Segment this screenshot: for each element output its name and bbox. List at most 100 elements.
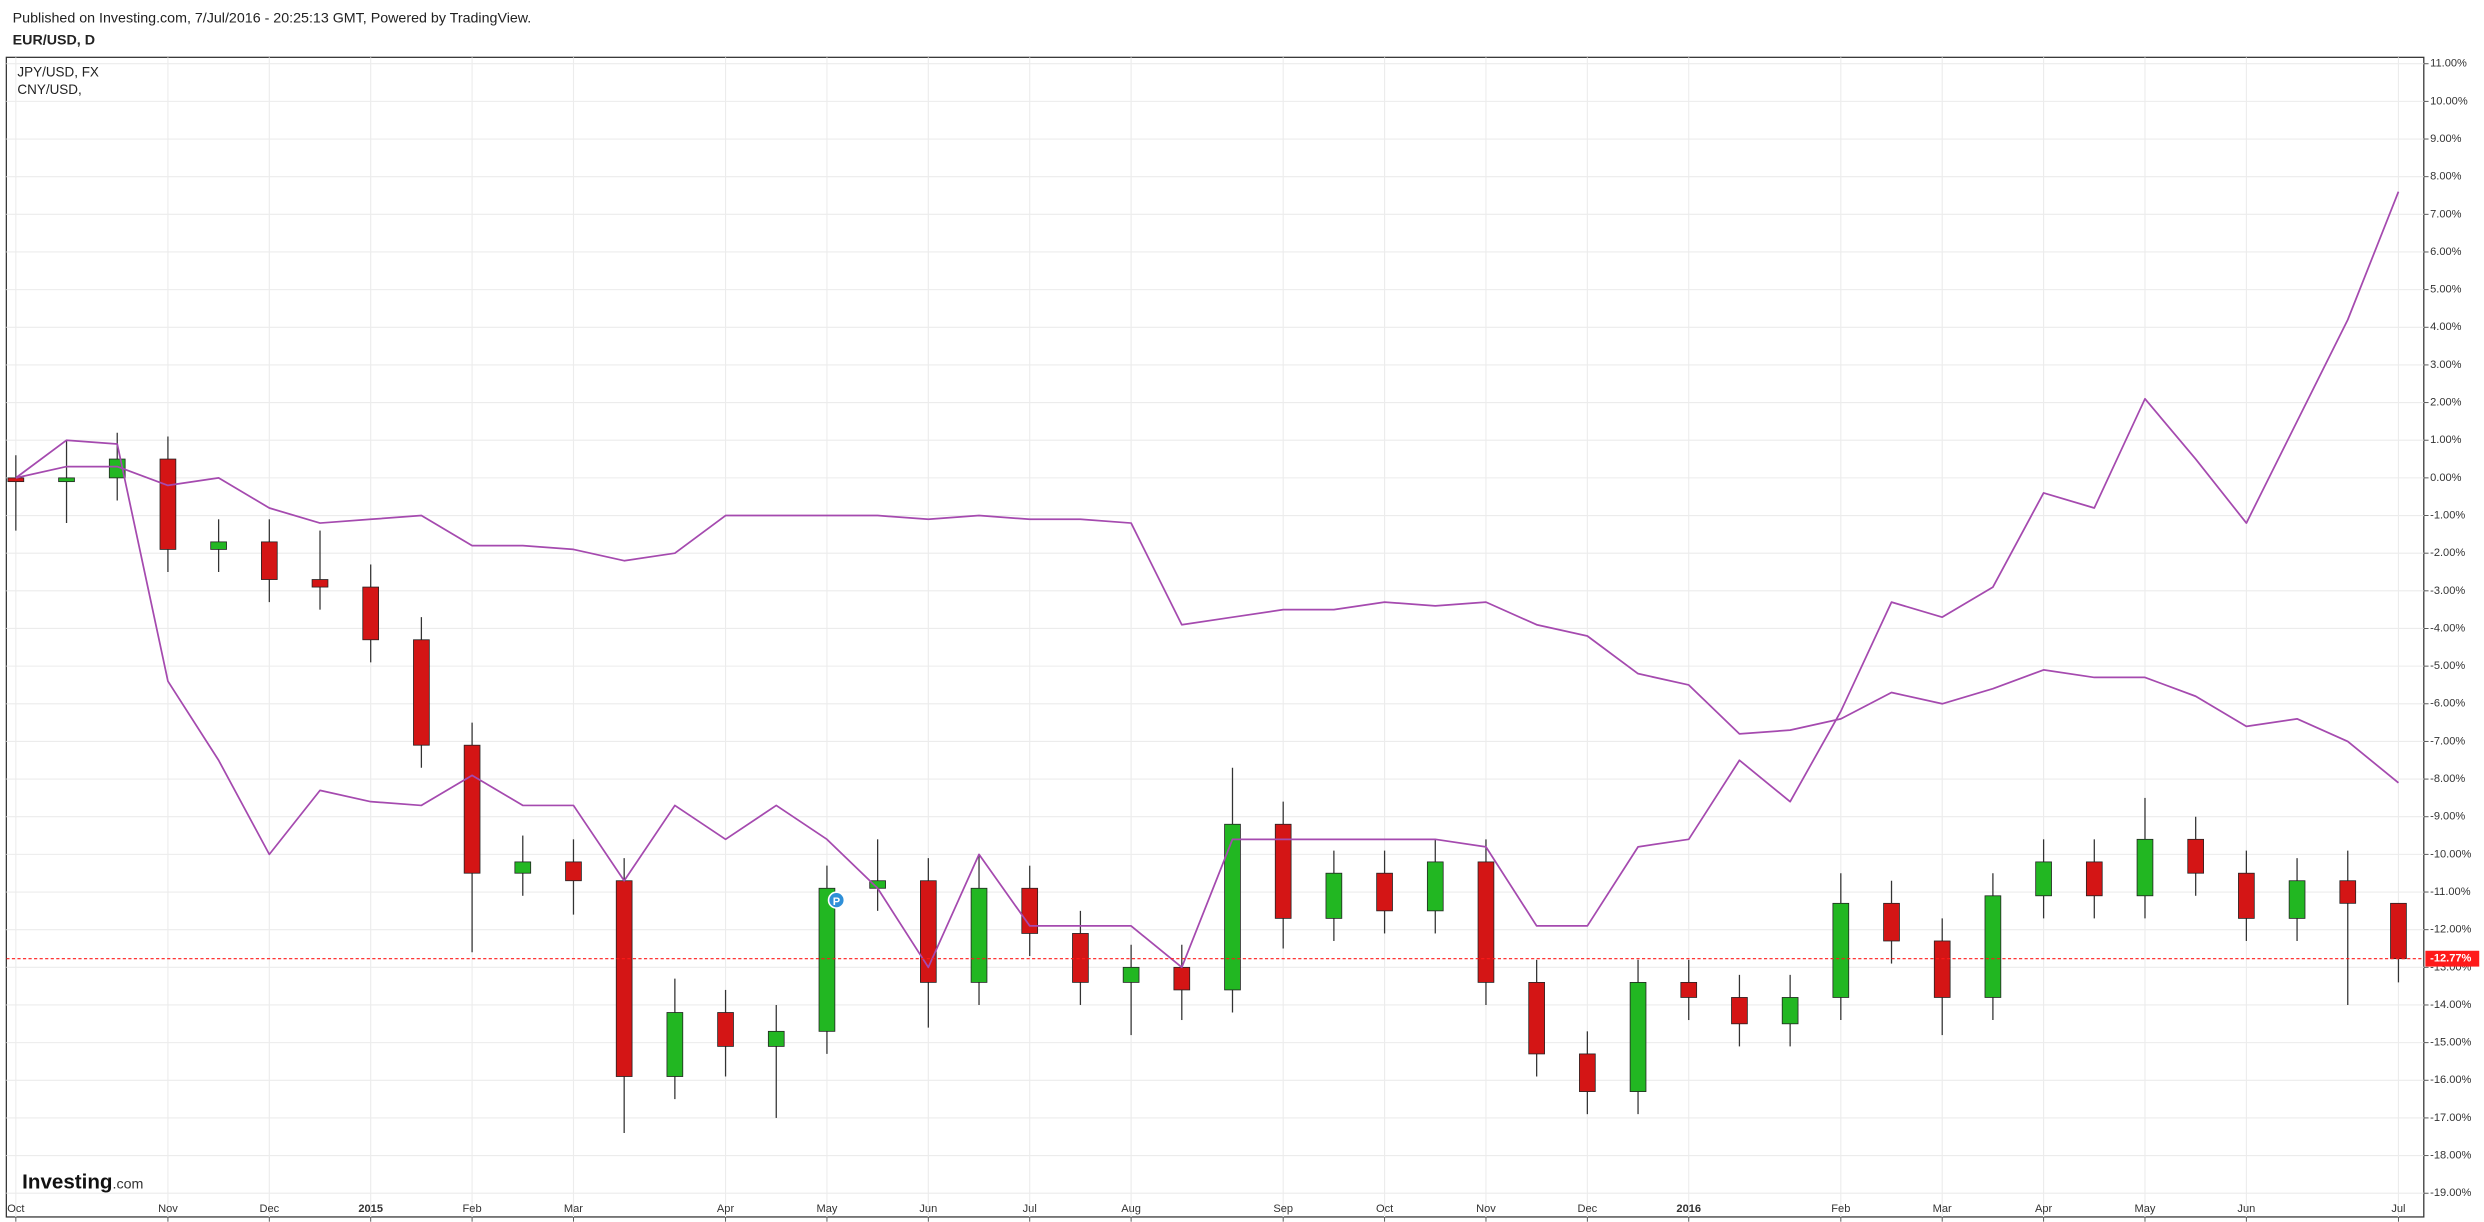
y-tick-label: 4.00%: [2430, 321, 2462, 333]
x-tick-label: Feb: [1831, 1203, 1850, 1215]
marker: P: [827, 891, 846, 909]
candle-body: [2288, 880, 2306, 919]
logo-suffix: .com: [113, 1176, 144, 1192]
current-value-box: [2425, 950, 2480, 967]
candle-body: [159, 458, 177, 550]
candle-body: [1629, 981, 1647, 1092]
x-tick-label: Jun: [2237, 1203, 2255, 1215]
y-tick-label: 0.00%: [2430, 472, 2462, 484]
chart-title: EUR/USD, D: [13, 33, 95, 49]
x-tick-label: Apr: [2035, 1203, 2053, 1215]
x-tick-label: Oct: [1376, 1203, 1393, 1215]
marker-badge: [827, 891, 846, 909]
x-tick-label: May: [816, 1203, 837, 1215]
y-tick-label: -3.00%: [2430, 585, 2465, 597]
y-tick-label: 6.00%: [2430, 246, 2462, 258]
x-tick-label: 2015: [358, 1203, 383, 1215]
source-note: Published on Investing.com, 7/Jul/2016 -…: [13, 10, 532, 26]
y-tick-label: 9.00%: [2430, 133, 2462, 145]
candle-body: [717, 1012, 734, 1047]
candle-body: [1376, 872, 1393, 912]
candle-body: [362, 586, 380, 641]
x-tick-label: Jul: [2391, 1203, 2405, 1215]
y-tick-label: 7.00%: [2430, 208, 2462, 220]
candle-body: [2187, 838, 2204, 874]
y-tick-label: -4.00%: [2430, 622, 2465, 634]
y-tick-label: 1.00%: [2430, 434, 2462, 446]
y-tick-label: -8.00%: [2430, 773, 2465, 785]
candle-body: [2238, 872, 2255, 919]
candle-body: [1224, 823, 1241, 991]
candle-body: [2390, 902, 2407, 960]
y-tick-label: 5.00%: [2430, 284, 2462, 296]
y-tick-label: -1.00%: [2430, 509, 2465, 521]
candle-body: [666, 1012, 684, 1077]
y-tick-label: -6.00%: [2430, 698, 2465, 710]
candle-body: [1832, 902, 1850, 998]
legend-entry: CNY/USD,: [17, 82, 81, 97]
y-tick-label: -7.00%: [2430, 735, 2465, 747]
x-tick-label: Dec: [1578, 1203, 1598, 1215]
y-tick-label: -12.00%: [2430, 924, 2471, 936]
candle-body: [413, 639, 430, 746]
logo: Investing.com: [22, 1170, 143, 1193]
candle-body: [767, 1030, 785, 1047]
logo-brand: Investing: [22, 1170, 112, 1193]
x-tick-label: Nov: [158, 1203, 178, 1215]
candle-body: [1426, 861, 1444, 912]
y-tick-label: 3.00%: [2430, 359, 2462, 371]
x-tick-label: Nov: [1476, 1203, 1496, 1215]
y-tick-label: -11.00%: [2430, 886, 2471, 898]
candle-body: [2339, 880, 2357, 904]
y-tick-label: -17.00%: [2430, 1112, 2471, 1124]
x-tick-label: Jun: [919, 1203, 937, 1215]
candle-body: [1528, 981, 1545, 1055]
candle-body: [311, 579, 329, 588]
candle-body: [615, 880, 633, 1077]
x-tick-label: 2016: [1676, 1203, 1701, 1215]
y-tick-label: -15.00%: [2430, 1037, 2471, 1049]
candle-body: [7, 477, 25, 483]
candle-body: [2136, 838, 2154, 897]
candle-body: [463, 744, 481, 874]
y-tick-label: -10.00%: [2430, 848, 2471, 860]
candle-body: [1477, 861, 1495, 983]
candle-body: [565, 861, 582, 882]
legend-entry: JPY/USD, FX: [17, 64, 99, 79]
candle-body: [1731, 997, 1748, 1025]
candle-body: [514, 861, 532, 874]
x-tick-label: Jul: [1023, 1203, 1037, 1215]
candle-body: [2035, 861, 2052, 897]
y-tick-label: -16.00%: [2430, 1074, 2471, 1086]
x-tick-label: May: [2135, 1203, 2156, 1215]
x-tick-label: Apr: [717, 1203, 735, 1215]
axes: 11.00% 10.00% 9.00% 8.00% 7.00% 6.00% 5.00% 4.0…: [7, 58, 2480, 1222]
x-tick-label: Feb: [463, 1203, 482, 1215]
y-tick-label: 8.00%: [2430, 171, 2462, 183]
candle-body: [210, 541, 227, 550]
candle-body: [1122, 966, 1140, 983]
y-tick-label: -14.00%: [2430, 999, 2471, 1011]
x-tick-label: Oct: [7, 1203, 24, 1215]
y-tick-label: -2.00%: [2430, 547, 2465, 559]
candle-body: [1274, 823, 1292, 919]
x-tick-label: Dec: [259, 1203, 279, 1215]
y-tick-label: -18.00%: [2430, 1150, 2471, 1162]
candle-body: [970, 887, 988, 983]
candle-body: [1021, 887, 1039, 934]
x-tick-label: Aug: [1121, 1203, 1141, 1215]
candle-body: [1680, 981, 1698, 998]
candle-body: [818, 887, 836, 1032]
x-tick-label: Mar: [564, 1203, 583, 1215]
y-tick-label: 2.00%: [2430, 397, 2462, 409]
candle-body: [1173, 966, 1191, 991]
y-tick-label: 10.00%: [2430, 95, 2468, 107]
x-tick-label: Sep: [1273, 1203, 1293, 1215]
y-tick-label: 11.00%: [2430, 58, 2467, 70]
candle-body: [260, 541, 278, 580]
candle-body: [1072, 933, 1089, 983]
y-tick-label: -5.00%: [2430, 660, 2465, 672]
compare-line: [15, 191, 2400, 969]
